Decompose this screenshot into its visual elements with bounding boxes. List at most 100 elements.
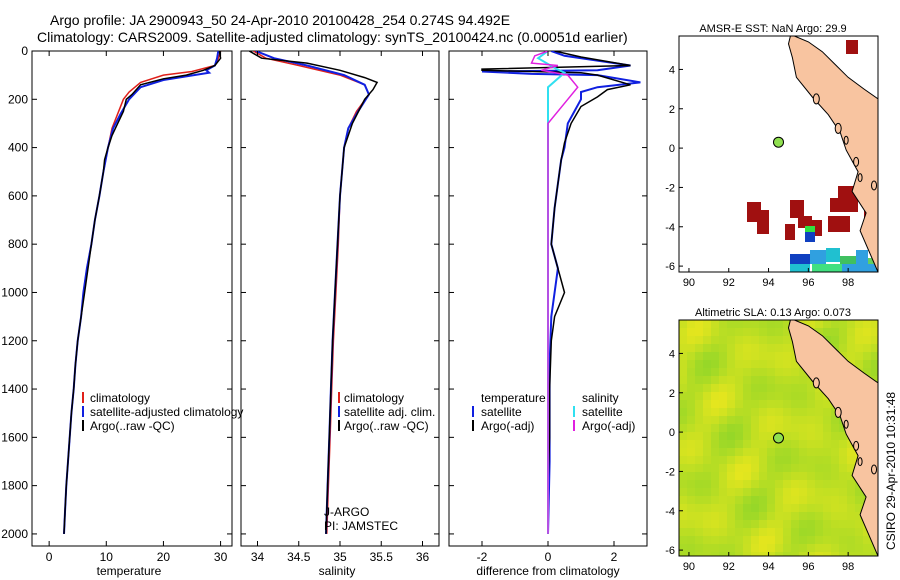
sla-cell bbox=[679, 488, 688, 497]
sla-cell bbox=[847, 480, 856, 489]
map-ytick-label: -4 bbox=[665, 222, 675, 234]
sla-cell bbox=[679, 528, 688, 537]
sla-cell bbox=[855, 512, 864, 521]
sla-cell bbox=[839, 320, 848, 329]
sla-cell bbox=[751, 480, 760, 489]
sla-cell bbox=[815, 496, 824, 505]
sla-cell bbox=[735, 416, 744, 425]
sla-cell bbox=[791, 480, 800, 489]
sla-cell bbox=[695, 400, 704, 409]
map-ytick-label: -4 bbox=[665, 506, 675, 518]
sla-cell bbox=[727, 328, 736, 337]
sla-cell bbox=[823, 496, 832, 505]
temperature-plot-frame bbox=[31, 50, 233, 547]
sla-cell bbox=[839, 544, 848, 553]
sla-cell bbox=[791, 520, 800, 529]
xtick-label: -2 bbox=[477, 550, 488, 564]
sla-cell bbox=[711, 400, 720, 409]
sla-cell bbox=[751, 512, 760, 521]
sla-cell bbox=[695, 504, 704, 513]
sla-cell bbox=[823, 552, 832, 556]
sla-cell bbox=[847, 504, 856, 513]
sla-cell bbox=[791, 456, 800, 465]
header-line1: Argo profile: JA 2900943_50 24-Apr-2010 … bbox=[50, 12, 510, 28]
sla-cell bbox=[759, 440, 768, 449]
ytick-label: 0 bbox=[21, 44, 28, 58]
sla-cell bbox=[711, 416, 720, 425]
sla-cell bbox=[815, 320, 824, 329]
sla-cell bbox=[767, 424, 776, 433]
sla-cell bbox=[711, 448, 720, 457]
sla-cell bbox=[799, 552, 808, 556]
sla-cell bbox=[775, 424, 784, 433]
sla-cell bbox=[799, 400, 808, 409]
temperature-panel: 0 10 20 30 0 200 400 600 800 1000 1200 1400 1600 180… bbox=[1, 44, 243, 578]
map-xtick-label: 90 bbox=[683, 561, 695, 573]
sla-cell bbox=[751, 464, 760, 473]
sla-cell bbox=[703, 416, 712, 425]
sla-cell bbox=[799, 544, 808, 553]
sla-cell bbox=[735, 352, 744, 361]
sla-cell bbox=[767, 376, 776, 385]
sla-cell bbox=[735, 456, 744, 465]
sla-cell bbox=[687, 544, 696, 553]
sla-cell bbox=[775, 472, 784, 481]
sla-cell bbox=[727, 448, 736, 457]
sla-cell bbox=[687, 368, 696, 377]
temperature-series-group bbox=[63, 51, 222, 534]
sla-cell bbox=[687, 424, 696, 433]
map-xtick-label: 90 bbox=[683, 277, 695, 289]
sla-cell bbox=[767, 384, 776, 393]
sla-map-frame bbox=[678, 319, 879, 557]
sla-cell bbox=[775, 496, 784, 505]
sla-cell bbox=[679, 368, 688, 377]
sla-cell bbox=[719, 496, 728, 505]
sla-cell bbox=[791, 464, 800, 473]
sla-cell bbox=[751, 344, 760, 353]
sla-cell bbox=[687, 416, 696, 425]
sla-cell bbox=[871, 352, 878, 361]
sla-cell bbox=[719, 456, 728, 465]
sla-cell bbox=[719, 464, 728, 473]
sla-cell bbox=[759, 552, 768, 556]
sla-cell bbox=[679, 336, 688, 345]
sla-cell bbox=[751, 424, 760, 433]
sst-map-xticks: 90 92 94 96 98 bbox=[683, 268, 854, 289]
sla-cell bbox=[695, 448, 704, 457]
series-line-2-3 bbox=[530, 51, 579, 534]
sla-cell bbox=[727, 440, 736, 449]
sla-cell bbox=[807, 464, 816, 473]
sla-cell bbox=[815, 528, 824, 537]
sst-cell bbox=[840, 256, 856, 266]
sla-cell bbox=[751, 368, 760, 377]
sla-cell bbox=[719, 336, 728, 345]
sla-cell bbox=[807, 552, 816, 556]
sla-cell bbox=[807, 528, 816, 537]
sla-cell bbox=[679, 424, 688, 433]
sla-cell bbox=[863, 544, 872, 553]
sla-cell bbox=[863, 320, 872, 329]
sla-cell bbox=[735, 472, 744, 481]
sla-cell bbox=[743, 520, 752, 529]
difference-xticks: -2 0 2 bbox=[477, 51, 618, 564]
sla-cell bbox=[775, 392, 784, 401]
xtick-label: 10 bbox=[100, 550, 114, 564]
sst-land bbox=[787, 36, 878, 272]
sla-cell bbox=[767, 528, 776, 537]
sla-cell bbox=[743, 440, 752, 449]
sla-cell bbox=[767, 368, 776, 377]
timestamp-label: CSIRO 29-Apr-2010 10:31:48 bbox=[884, 392, 898, 550]
sla-cell bbox=[855, 344, 864, 353]
sla-cell bbox=[759, 480, 768, 489]
sst-cell bbox=[828, 216, 850, 232]
sst-cell bbox=[842, 264, 878, 272]
sla-cell bbox=[847, 352, 856, 361]
sla-cell bbox=[719, 368, 728, 377]
sla-cell bbox=[847, 336, 856, 345]
legend-label-climatology: climatology bbox=[344, 391, 404, 405]
sla-cell bbox=[839, 520, 848, 529]
sla-cell bbox=[791, 384, 800, 393]
sla-cell bbox=[759, 376, 768, 385]
sla-cell bbox=[839, 472, 848, 481]
xtick-label: 34.5 bbox=[287, 550, 311, 564]
